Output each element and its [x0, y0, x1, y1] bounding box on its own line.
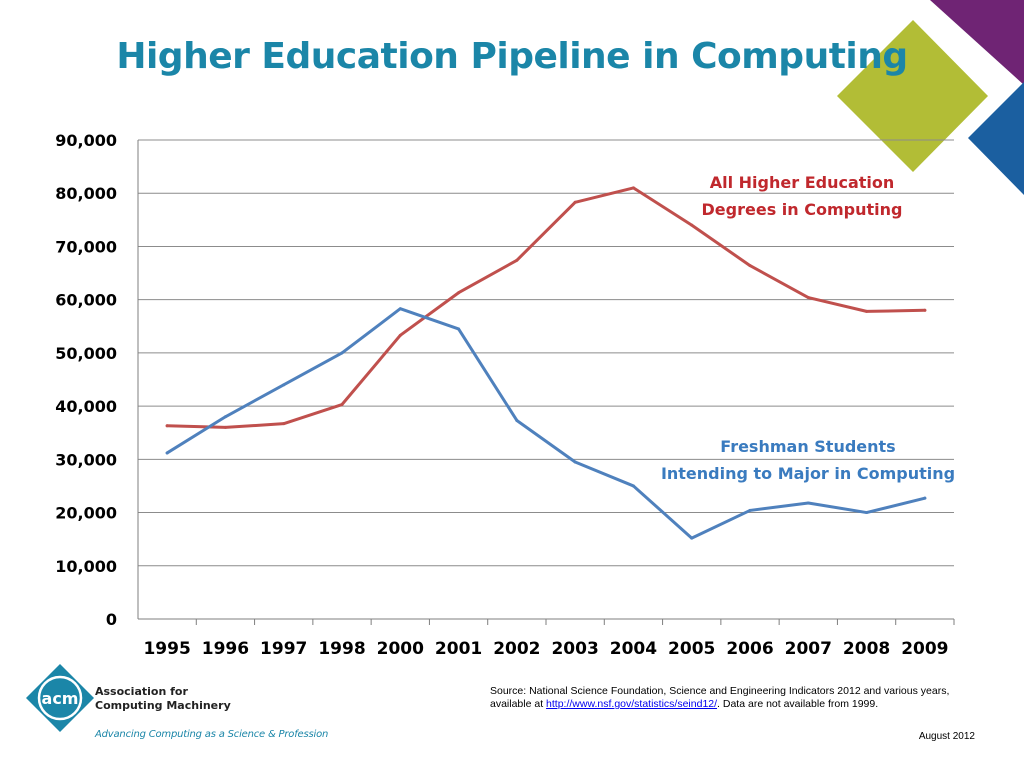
- data-point-s1-2008: [865, 511, 869, 515]
- data-point-s0-2003: [573, 200, 577, 204]
- decor-green-diamond: [837, 20, 988, 172]
- series-label-1-line-0: Freshman Students: [720, 437, 895, 456]
- data-point-s1-1997: [282, 383, 286, 387]
- series-labels: All Higher Education Degrees in Computing…: [661, 173, 955, 483]
- grid-lines: [137, 139, 955, 625]
- data-point-s0-2008: [865, 309, 869, 313]
- x-tick-label-2005: 2005: [668, 639, 715, 659]
- y-tick-label: 40,000: [55, 397, 117, 416]
- data-point-s1-1998: [340, 351, 344, 355]
- x-tick-label-2008: 2008: [843, 639, 890, 659]
- series-line-0: [165, 186, 927, 429]
- x-tick-label-2007: 2007: [785, 639, 832, 659]
- series-lines: [165, 186, 927, 540]
- series-label-0-line-1: Degrees in Computing: [702, 200, 903, 219]
- source-prefix: Source: National Science Foundation, Sci…: [490, 685, 950, 710]
- data-point-s0-2000: [398, 333, 402, 337]
- data-point-s1-2004: [631, 484, 635, 488]
- decor-blue-diamond: [968, 82, 1024, 195]
- y-tick-label: 30,000: [55, 450, 117, 469]
- x-tick-label-2009: 2009: [901, 639, 948, 659]
- data-point-s1-2003: [573, 460, 577, 464]
- series-line-1: [165, 307, 927, 540]
- x-tick-label-2004: 2004: [610, 639, 657, 659]
- data-point-s1-1995: [165, 451, 169, 455]
- data-point-s0-2007: [806, 296, 810, 300]
- data-point-s1-2001: [457, 327, 461, 331]
- x-tick-label-1997: 1997: [260, 639, 307, 659]
- data-point-s1-2002: [515, 418, 519, 422]
- x-tick-label-2002: 2002: [493, 639, 540, 659]
- y-tick-label: 90,000: [55, 131, 117, 150]
- acm-logo-ring: [37, 675, 83, 721]
- data-point-s1-2009: [923, 496, 927, 500]
- data-point-s1-2000: [398, 307, 402, 311]
- acm-logo-text: acm: [42, 689, 79, 708]
- series-label-0-line-0: All Higher Education: [710, 173, 895, 192]
- y-tick-label: 70,000: [55, 237, 117, 256]
- x-tick-label-2000: 2000: [377, 639, 424, 659]
- y-axis-tick-labels: 0 10,000 20,000 30,000 40,000 50,000 60,000 70,…: [55, 131, 117, 629]
- data-point-s0-2004: [631, 186, 635, 190]
- slide-title: Higher Education Pipeline in Computing: [116, 36, 908, 77]
- source-note: Source: National Science Foundation, Sci…: [490, 685, 990, 711]
- x-tick-label-2006: 2006: [726, 639, 773, 659]
- data-point-s0-1996: [223, 425, 227, 429]
- data-point-s0-2001: [457, 291, 461, 295]
- y-tick-label: 10,000: [55, 557, 117, 576]
- source-link[interactable]: http://www.nsf.gov/statistics/seind12/: [546, 698, 718, 710]
- data-point-s1-1996: [223, 415, 227, 419]
- acm-logo-diamond: [26, 664, 94, 732]
- y-tick-label: 80,000: [55, 184, 117, 203]
- series-label-1-line-1: Intending to Major in Computing: [661, 464, 955, 483]
- date-footer: August 2012: [918, 731, 975, 742]
- data-point-s0-2006: [748, 264, 752, 268]
- data-point-s1-2007: [806, 501, 810, 505]
- org-name: Association for Computing Machinery: [95, 685, 231, 712]
- x-axis-tick-labels: 1995 1996 1997 1998 2000 2001 2002 2003 2004 2005…: [143, 639, 948, 659]
- data-point-s1-2005: [690, 536, 694, 540]
- x-tick-label-1995: 1995: [143, 639, 190, 659]
- data-point-s0-1995: [165, 424, 169, 428]
- data-point-s0-2009: [923, 308, 927, 312]
- x-tick-label-1996: 1996: [202, 639, 249, 659]
- data-point-s0-1997: [282, 422, 286, 426]
- y-tick-label: 20,000: [55, 504, 117, 523]
- x-tick-label-1998: 1998: [318, 639, 365, 659]
- y-tick-label: 0: [106, 610, 117, 629]
- data-point-s0-2005: [690, 223, 694, 227]
- x-tick-label-2003: 2003: [551, 639, 598, 659]
- x-tick-label-2001: 2001: [435, 639, 482, 659]
- acm-logo: acm: [26, 664, 94, 732]
- source-suffix: . Data are not available from 1999.: [717, 698, 879, 710]
- data-point-s0-2002: [515, 258, 519, 262]
- y-tick-label: 60,000: [55, 291, 117, 310]
- data-point-s1-2006: [748, 508, 752, 512]
- y-tick-label: 50,000: [55, 344, 117, 363]
- tagline: Advancing Computing as a Science & Profe…: [95, 729, 329, 740]
- decor-purple-diamond: [930, 0, 1024, 85]
- data-point-s0-1998: [340, 403, 344, 407]
